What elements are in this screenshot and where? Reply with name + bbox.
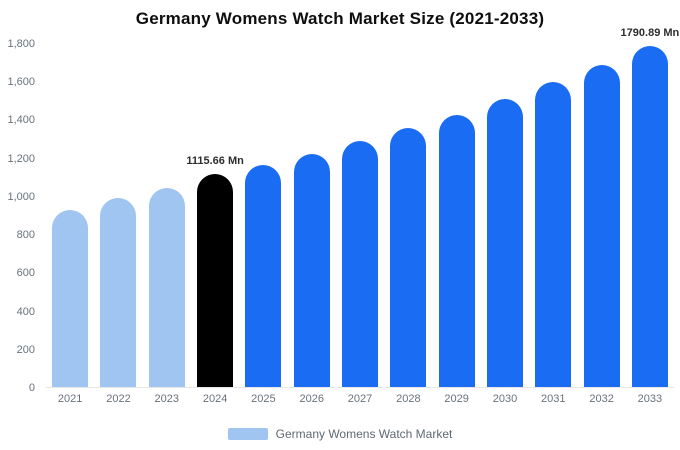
- y-tick-label: 1,000: [7, 190, 35, 203]
- bar-2028[interactable]: [390, 127, 427, 387]
- bar-column: 2021: [46, 44, 94, 405]
- bar-2032[interactable]: [583, 64, 620, 387]
- x-axis-label: 2021: [57, 393, 83, 405]
- bar-column: 2032: [577, 44, 625, 405]
- y-tick-label: 1,200: [7, 152, 35, 165]
- x-axis-label: 2025: [251, 393, 276, 405]
- y-tick-label: 1,800: [7, 38, 35, 50]
- bar-column: 2022: [94, 44, 142, 405]
- x-axis-label: 2029: [444, 393, 469, 405]
- bar-column: 2026: [288, 44, 336, 405]
- plot-area: 2021 2022 2023 1115.66 Mn 2024 2025 2026 2027 20…: [46, 27, 680, 405]
- x-axis-label: 2032: [589, 393, 614, 405]
- x-axis-label: 2031: [541, 393, 566, 405]
- y-tick-label: 400: [16, 305, 35, 318]
- bar-2027[interactable]: [342, 141, 379, 387]
- bar-2023[interactable]: [148, 187, 185, 387]
- x-axis-label: 2023: [154, 393, 180, 405]
- bar-column: 2029: [433, 44, 481, 405]
- y-tick-label: 1,600: [7, 76, 35, 89]
- x-axis-label: 2022: [106, 393, 131, 405]
- legend-item[interactable]: Germany Womens Watch Market: [0, 426, 680, 442]
- legend-swatch: [227, 428, 268, 440]
- bar-column: 2027: [336, 44, 384, 405]
- bar-2030[interactable]: [486, 99, 523, 387]
- chart-title: Germany Womens Watch Market Size (2021-2…: [135, 9, 545, 28]
- y-tick-label: 0: [28, 382, 35, 394]
- bar-column: 2030: [481, 44, 529, 405]
- bar-2029[interactable]: [438, 114, 475, 387]
- bar-2024[interactable]: [197, 174, 234, 387]
- bar-column: 2025: [239, 44, 287, 405]
- bar-column: 2031: [529, 44, 577, 405]
- bar-2022[interactable]: [100, 198, 137, 387]
- x-axis-label: 2028: [396, 393, 421, 405]
- legend-label: Germany Womens Watch Market: [275, 427, 453, 441]
- y-tick-label: 800: [16, 229, 35, 242]
- y-axis: 1,800 1,600 1,400 1,200 1,000 800 600 400 200 0: [0, 38, 42, 394]
- bar-annotation: 1115.66 Mn: [186, 155, 244, 168]
- x-axis-label: 2024: [202, 393, 228, 405]
- bar-2025[interactable]: [245, 165, 282, 387]
- y-tick-label: 1,400: [7, 114, 35, 127]
- bar-2026[interactable]: [293, 153, 330, 387]
- x-axis-label: 2030: [492, 393, 518, 405]
- bar-2021[interactable]: [52, 209, 89, 387]
- bar-column: 1115.66 Mn 2024: [186, 44, 244, 405]
- y-tick-label: 600: [16, 267, 35, 280]
- bar-column: 2028: [384, 44, 432, 405]
- bar-2031[interactable]: [535, 82, 572, 387]
- x-axis-label: 2026: [299, 393, 324, 405]
- bar-column: 1790.89 Mn 2033: [621, 27, 680, 405]
- bar-series: 2021 2022 2023 1115.66 Mn 2024 2025 2026 2027 20…: [46, 27, 680, 405]
- x-axis-label: 2027: [347, 393, 373, 405]
- bar-annotation: 1790.89 Mn: [620, 26, 680, 39]
- bar-2033[interactable]: [631, 45, 668, 387]
- bar-column: 2023: [143, 44, 191, 405]
- x-axis-label: 2033: [637, 393, 663, 405]
- y-tick-label: 200: [16, 343, 35, 356]
